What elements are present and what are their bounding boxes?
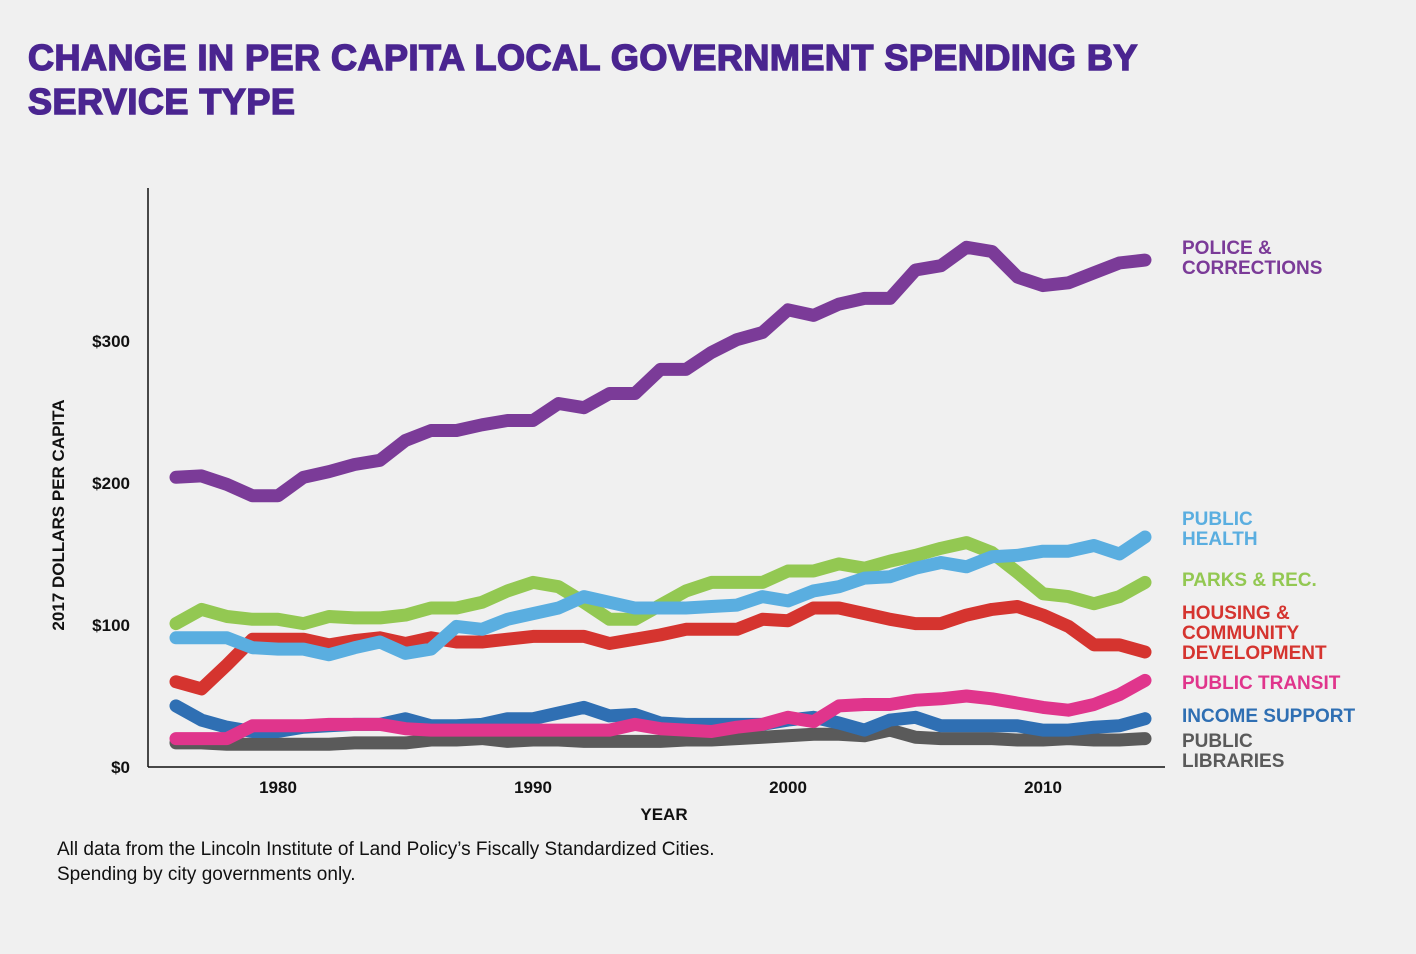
y-axis-label: 2017 DOLLARS PER CAPITA [49, 399, 68, 630]
x-axis-label: YEAR [640, 805, 687, 824]
series-line-public-transit [169, 673, 1152, 746]
label-housing: HOUSING & COMMUNITY DEVELOPMENT [1182, 603, 1327, 664]
y-tick-label: $300 [92, 332, 130, 351]
x-tick-label: 2010 [1024, 778, 1062, 797]
source-note: All data from the Lincoln Institute of L… [57, 837, 715, 887]
chart-title: CHANGE IN PER CAPITA LOCAL GOVERNMENT SP… [27, 36, 1138, 123]
y-tick-label: $100 [92, 616, 130, 635]
x-tick-label: 1980 [259, 778, 297, 797]
label-parks-rec: PARKS & REC. [1182, 570, 1317, 591]
label-income-support: INCOME SUPPORT [1182, 706, 1356, 727]
x-tick-label: 1990 [514, 778, 552, 797]
label-public-health: PUBLIC HEALTH [1182, 509, 1258, 550]
label-public-libraries: PUBLIC LIBRARIES [1182, 731, 1285, 772]
series-line-public-health [169, 530, 1152, 662]
source-note-line-2: Spending by city governments only. [57, 864, 356, 885]
series-line-housing-community-development [169, 600, 1152, 696]
x-tick-label: 2000 [769, 778, 807, 797]
y-tick-label: $200 [92, 474, 130, 493]
source-note-line-1: All data from the Lincoln Institute of L… [57, 839, 715, 860]
y-tick-label: $0 [111, 758, 130, 777]
label-police-corrections: POLICE & CORRECTIONS [1182, 238, 1323, 279]
series-line-police-corrections [169, 240, 1152, 503]
series-line-public-libraries [169, 723, 1152, 751]
label-public-transit: PUBLIC TRANSIT [1182, 673, 1341, 694]
